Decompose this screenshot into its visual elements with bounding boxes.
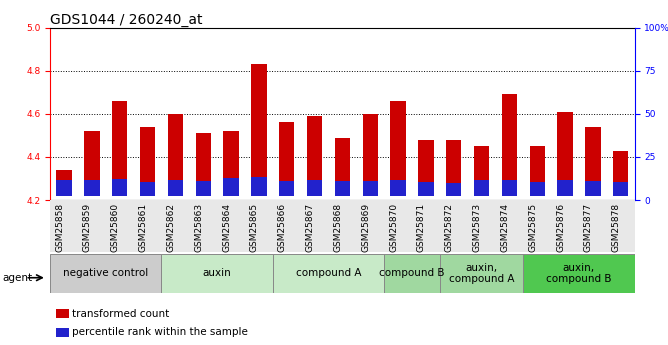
Bar [363,181,378,196]
Text: auxin: auxin [202,268,232,278]
Bar [140,182,155,196]
Bar [585,127,601,196]
Bar [273,254,384,293]
Bar [502,95,517,196]
Text: GSM25860: GSM25860 [111,203,120,252]
Bar [279,122,295,196]
Bar [251,64,267,196]
Bar [335,138,350,196]
Bar [363,114,378,196]
Bar [335,181,350,196]
Text: GSM25868: GSM25868 [333,203,342,252]
Bar [557,180,572,196]
Text: compound B: compound B [379,268,445,278]
Text: GDS1044 / 260240_at: GDS1044 / 260240_at [50,12,202,27]
Bar [223,131,238,196]
Bar [474,180,489,196]
Bar [84,131,100,196]
Bar [474,146,489,196]
Text: GSM25865: GSM25865 [250,203,259,252]
Bar [384,254,440,293]
Text: GSM25875: GSM25875 [528,203,537,252]
Text: GSM25869: GSM25869 [361,203,370,252]
Text: GSM25877: GSM25877 [584,203,593,252]
Bar [56,170,71,196]
Bar [307,116,322,196]
Text: GSM25862: GSM25862 [166,203,175,252]
Text: auxin,
compound B: auxin, compound B [546,263,612,284]
Text: agent: agent [2,273,32,283]
Bar [530,182,545,196]
Bar [613,182,629,196]
Text: GSM25863: GSM25863 [194,203,203,252]
Bar [613,150,629,196]
Text: GSM25873: GSM25873 [472,203,482,252]
Text: GSM25874: GSM25874 [500,203,509,252]
Text: GSM25870: GSM25870 [389,203,398,252]
Bar [84,180,100,196]
Text: compound A: compound A [296,268,361,278]
Bar [196,181,211,196]
Bar [251,177,267,196]
Bar [140,127,155,196]
Bar [502,180,517,196]
Bar [168,180,183,196]
Bar [112,179,128,196]
Text: GSM25876: GSM25876 [556,203,565,252]
Bar [390,101,405,196]
Text: auxin,
compound A: auxin, compound A [449,263,514,284]
Text: GSM25866: GSM25866 [278,203,287,252]
Bar [418,182,434,196]
Text: GSM25872: GSM25872 [445,203,454,252]
Bar [168,114,183,196]
Text: GSM25861: GSM25861 [138,203,148,252]
Bar [523,254,635,293]
Bar [50,254,162,293]
Bar [112,101,128,196]
Text: GSM25878: GSM25878 [612,203,621,252]
Text: GSM25864: GSM25864 [222,203,231,252]
Text: GSM25867: GSM25867 [305,203,315,252]
Bar [446,183,462,196]
Text: GSM25871: GSM25871 [417,203,426,252]
Bar [162,254,273,293]
Bar [56,328,69,337]
Bar [530,146,545,196]
Bar [56,309,69,318]
Text: negative control: negative control [63,268,148,278]
Bar [440,254,523,293]
Bar [585,181,601,196]
Bar [196,133,211,196]
Bar [50,200,635,252]
Text: transformed count: transformed count [72,309,170,318]
Bar [223,178,238,196]
Bar [279,181,295,196]
Bar [446,140,462,196]
Text: GSM25859: GSM25859 [83,203,92,252]
Text: GSM25858: GSM25858 [55,203,64,252]
Bar [307,180,322,196]
Text: percentile rank within the sample: percentile rank within the sample [72,327,248,337]
Bar [390,180,405,196]
Bar [56,180,71,196]
Bar [418,140,434,196]
Bar [557,112,572,196]
